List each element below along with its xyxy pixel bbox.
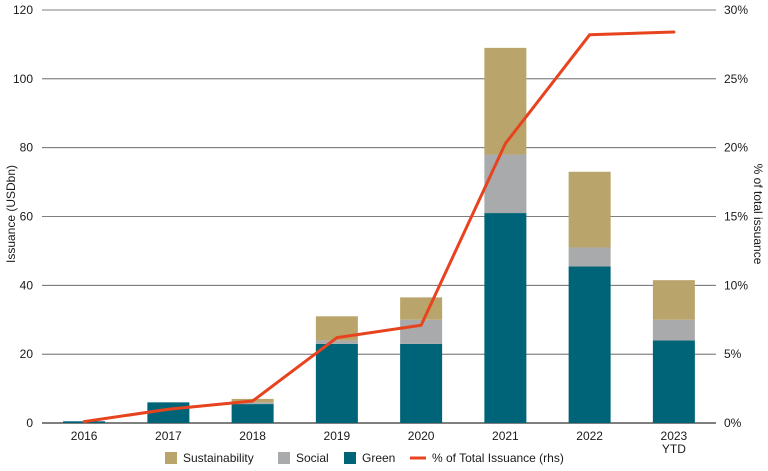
y-tick-label: 20	[20, 347, 34, 361]
y2-tick-label: 5%	[724, 347, 742, 361]
bar-social	[568, 247, 611, 267]
y-tick-label: 120	[13, 3, 33, 17]
y-tick-label: 60	[20, 210, 34, 224]
bar-sustainability	[568, 171, 611, 248]
bar-green	[315, 343, 358, 423]
x-tick-label: 2016	[71, 429, 98, 443]
x-tick-label: 2023	[661, 429, 688, 443]
legend-swatch	[278, 452, 290, 464]
y2-axis-title: % of total issuance	[751, 164, 765, 265]
bar-green	[568, 266, 611, 423]
y-tick-label: 100	[13, 72, 33, 86]
bar-social	[652, 319, 695, 341]
bar-green	[231, 404, 274, 423]
bar-green	[400, 343, 443, 423]
x-tick-label: 2018	[239, 429, 266, 443]
bar-series	[63, 47, 695, 423]
legend: Sustainability Social Green % of Total Issu…	[165, 451, 564, 465]
y2-tick-label: 10%	[724, 278, 748, 292]
y-tick-label: 0	[26, 416, 33, 430]
y-tick-label: 40	[20, 278, 34, 292]
bar-social	[315, 340, 358, 344]
y2-tick-label: 0%	[724, 416, 742, 430]
legend-label: Green	[362, 451, 395, 465]
x-tick-label: 2021	[492, 429, 519, 443]
y-tick-label: 80	[20, 141, 34, 155]
y2-tick-label: 25%	[724, 72, 748, 86]
legend-swatch	[165, 452, 177, 464]
x-tick-label: 2017	[155, 429, 182, 443]
bar-sustainability	[484, 47, 527, 155]
legend-label: % of Total Issuance (rhs)	[432, 451, 564, 465]
bar-social	[231, 402, 274, 405]
line--of-total-issuance-rhs-	[82, 30, 676, 424]
y2-tick-label: 30%	[724, 3, 748, 17]
bar-sustainability	[652, 280, 695, 320]
bar-social	[484, 154, 527, 214]
bar-green	[652, 340, 695, 423]
y-axis-title: Issuance (USDbn)	[4, 165, 18, 263]
bar-green	[484, 213, 527, 423]
axes: 0 0% 20 5% 40 10% 60 15% 80 20% 100 25% 120 30% 2016 20…	[13, 3, 748, 456]
y2-tick-label: 15%	[724, 210, 748, 224]
legend-label: Sustainability	[183, 451, 254, 465]
line-series	[82, 30, 676, 424]
x-tick-label: 2019	[324, 429, 351, 443]
x-tick-label: YTD	[662, 442, 686, 456]
x-tick-label: 2020	[408, 429, 435, 443]
bar-sustainability	[400, 297, 443, 320]
y2-tick-label: 20%	[724, 141, 748, 155]
legend-swatch	[344, 452, 356, 464]
x-tick-label: 2022	[576, 429, 603, 443]
legend-label: Social	[296, 451, 329, 465]
gridlines	[42, 9, 716, 424]
